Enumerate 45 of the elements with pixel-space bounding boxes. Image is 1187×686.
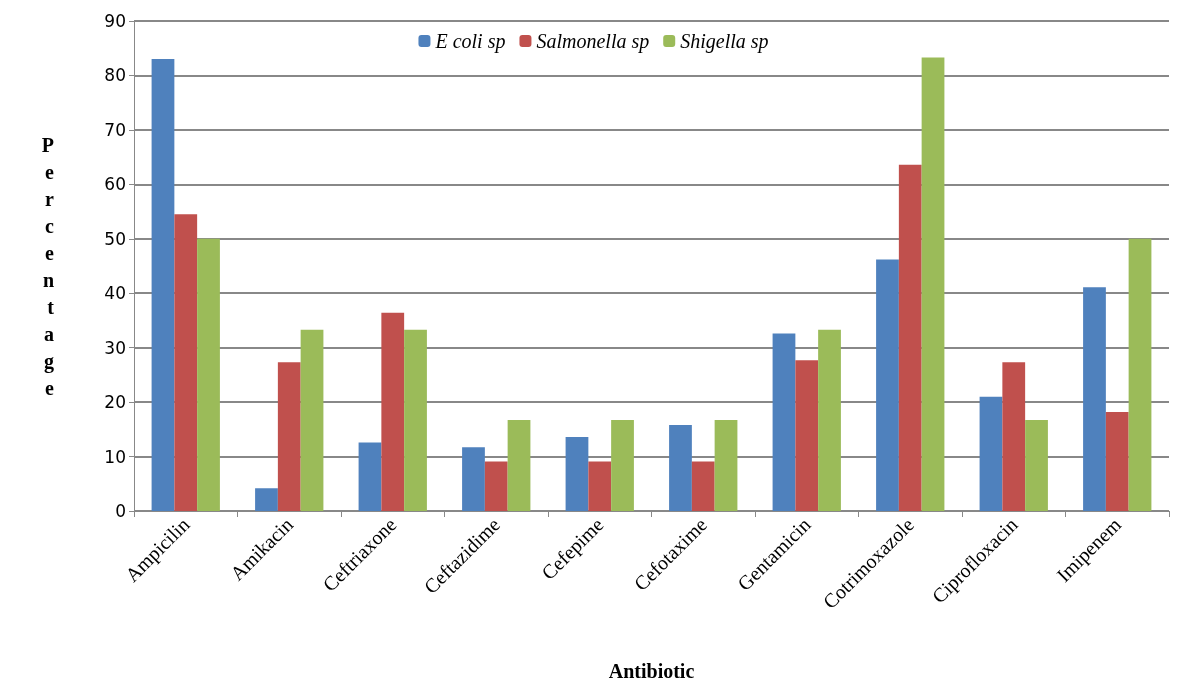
y-tick-label: 10 [104, 446, 126, 467]
y-tick-label: 40 [104, 283, 126, 304]
y-tick-label: 80 [104, 65, 126, 86]
x-axis-title: Antibiotic [608, 660, 695, 682]
bar [381, 312, 405, 511]
bar [300, 329, 324, 511]
bar [1128, 238, 1152, 511]
bar [921, 57, 945, 511]
bar [151, 59, 175, 511]
bar [898, 164, 922, 511]
y-tick-label: 70 [104, 119, 126, 140]
y-tick-label: 20 [104, 392, 126, 413]
bar [255, 488, 278, 511]
bar [358, 442, 382, 511]
bar [1025, 420, 1048, 511]
bar [611, 420, 634, 511]
y-tick-label: 30 [104, 337, 126, 358]
bar [876, 259, 899, 511]
y-tick-label: 50 [104, 228, 126, 249]
bar [772, 333, 796, 511]
bar [565, 436, 589, 511]
bar [277, 362, 301, 511]
bar [484, 461, 508, 511]
bar [174, 214, 198, 511]
legend-label: Shigella sp [680, 30, 769, 53]
y-tick-label: 60 [104, 174, 126, 195]
bar [714, 420, 738, 511]
bar [669, 424, 692, 511]
legend-label: E coli sp [434, 30, 506, 53]
bar [507, 420, 531, 511]
y-tick-label: 90 [104, 11, 126, 31]
bar [979, 396, 1003, 511]
bar [1002, 362, 1026, 511]
bar [1083, 287, 1106, 511]
bar [462, 447, 485, 511]
bar [404, 329, 427, 511]
legend-label: Salmonella sp [536, 30, 650, 53]
bar [818, 329, 841, 511]
bar [197, 238, 220, 511]
bar [691, 461, 715, 511]
y-tick-label: 0 [115, 501, 126, 521]
bar [1105, 411, 1129, 511]
bar [588, 461, 612, 511]
bar [795, 360, 819, 511]
text: Percentage [41, 133, 54, 399]
